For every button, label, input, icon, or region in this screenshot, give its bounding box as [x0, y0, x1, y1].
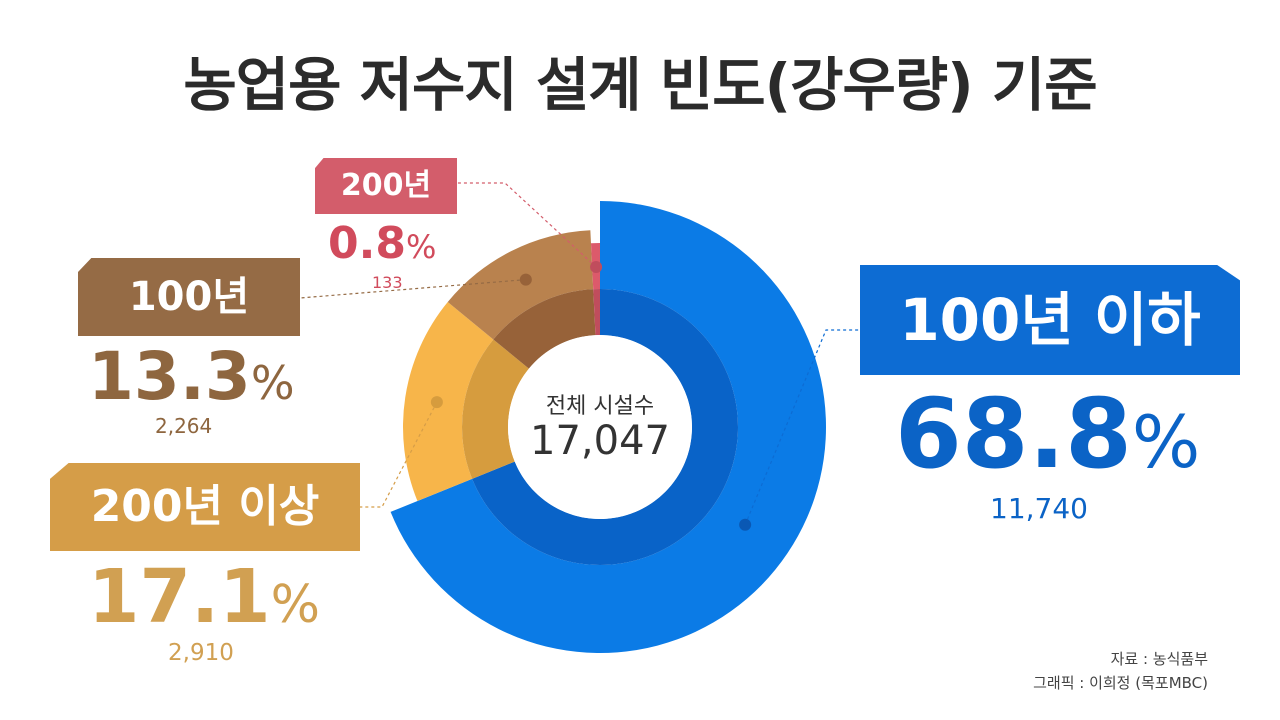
label-tag-100: 100년 [78, 258, 300, 336]
donut-slice-inner [472, 289, 738, 565]
donut-slice-inner [493, 289, 596, 369]
chart-title: 농업용 저수지 설계 빈도(강우량) 기준 [183, 51, 1097, 119]
percent-unit: % [250, 356, 295, 410]
leader-dot [430, 396, 443, 409]
center-label: 전체 시설수 [545, 394, 655, 419]
graphic-credit: 그래픽 : 이희정 (목포MBC) [1033, 674, 1208, 692]
leader-line [299, 279, 526, 299]
leader-line [360, 401, 438, 508]
center-total-value: 17,047 [530, 418, 670, 464]
label-tag-200-above: 200년 이상 [50, 463, 360, 551]
percent-value: 17.1 [88, 554, 271, 640]
donut-slice-inner [593, 289, 600, 336]
leader-dot [590, 261, 603, 274]
count-200-above: 2,910 [168, 640, 234, 666]
leader-dot [739, 518, 752, 531]
donut-slice-inner [462, 339, 529, 479]
percent-100-below: 68.8% [895, 378, 1200, 490]
percent-unit: % [405, 228, 437, 266]
donut-hole [508, 335, 692, 519]
leader-line [744, 329, 860, 525]
label-tag-100-below: 100년 이하 [860, 265, 1240, 375]
count-100-below: 11,740 [990, 492, 1088, 525]
percent-unit: % [1131, 400, 1201, 484]
donut-slice-outer [402, 302, 494, 502]
percent-value: 13.3 [88, 338, 251, 415]
donut-slice-outer [447, 230, 594, 340]
donut-slice-outer [390, 201, 826, 653]
label-tag-200: 200년 [315, 158, 457, 214]
percent-value: 0.8 [328, 218, 406, 269]
count-100: 2,264 [155, 414, 213, 438]
percent-unit: % [270, 575, 321, 635]
percent-100: 13.3% [88, 338, 295, 415]
count-200: 133 [372, 273, 403, 292]
percent-200-above: 17.1% [88, 554, 320, 640]
leader-dot [519, 273, 532, 286]
percent-value: 68.8 [895, 378, 1132, 490]
percent-200: 0.8% [328, 218, 436, 269]
source-credit: 자료 : 농식품부 [1110, 650, 1208, 668]
